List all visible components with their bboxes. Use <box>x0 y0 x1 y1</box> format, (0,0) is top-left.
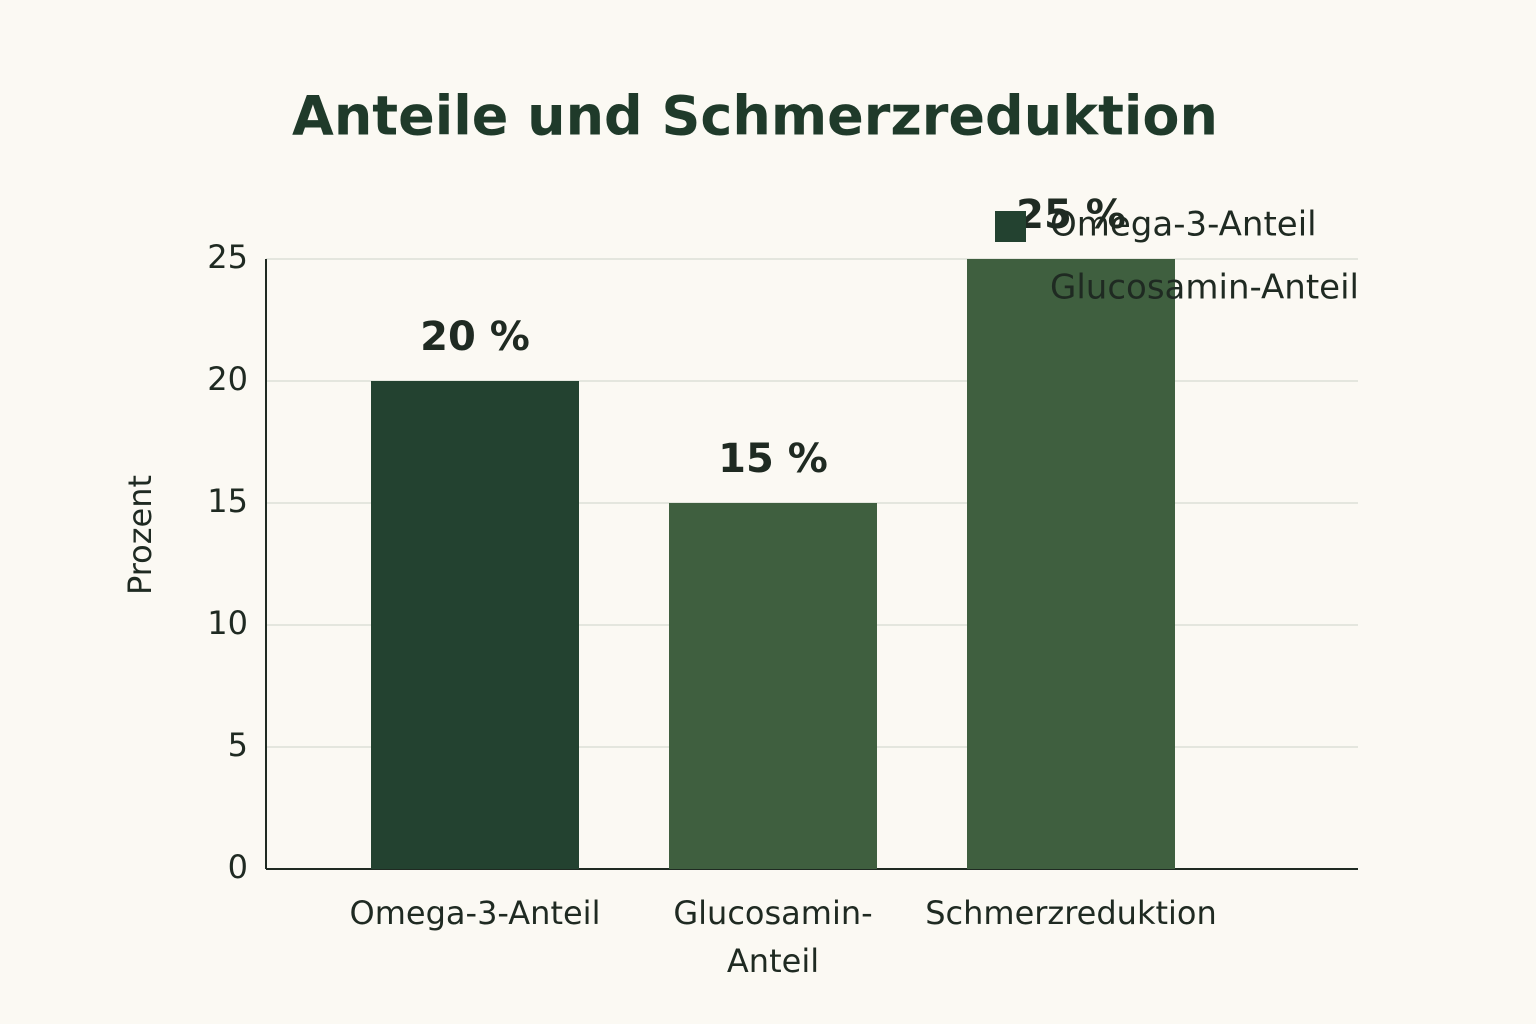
data-label: 15 % <box>718 436 828 482</box>
bar <box>371 381 579 869</box>
data-label: 20 % <box>420 314 530 360</box>
legend-swatch <box>995 211 1026 242</box>
y-tick-label: 5 <box>228 726 248 764</box>
x-tick-label: Omega-3-Anteil <box>350 894 601 932</box>
y-tick-label: 10 <box>207 604 248 642</box>
x-tick-label: Glucosamin-Anteil <box>673 894 872 980</box>
y-axis-label: Prozent <box>121 475 159 595</box>
y-tick-label: 20 <box>207 360 248 398</box>
bar <box>967 259 1175 869</box>
bar <box>669 503 877 869</box>
chart-title: Anteile und Schmerzreduktion <box>292 85 1218 148</box>
y-tick-label: 15 <box>207 482 248 520</box>
y-tick-label: 0 <box>228 848 248 886</box>
data-label: 25 % <box>1016 192 1126 238</box>
x-tick-label: Schmerzreduktion <box>925 894 1217 932</box>
legend-label: Omega-3-Anteil <box>1050 205 1317 245</box>
legend-label: Glucosamin-Anteil <box>1050 268 1359 308</box>
legend-swatch <box>995 274 1026 305</box>
y-tick-label: 25 <box>207 238 248 276</box>
